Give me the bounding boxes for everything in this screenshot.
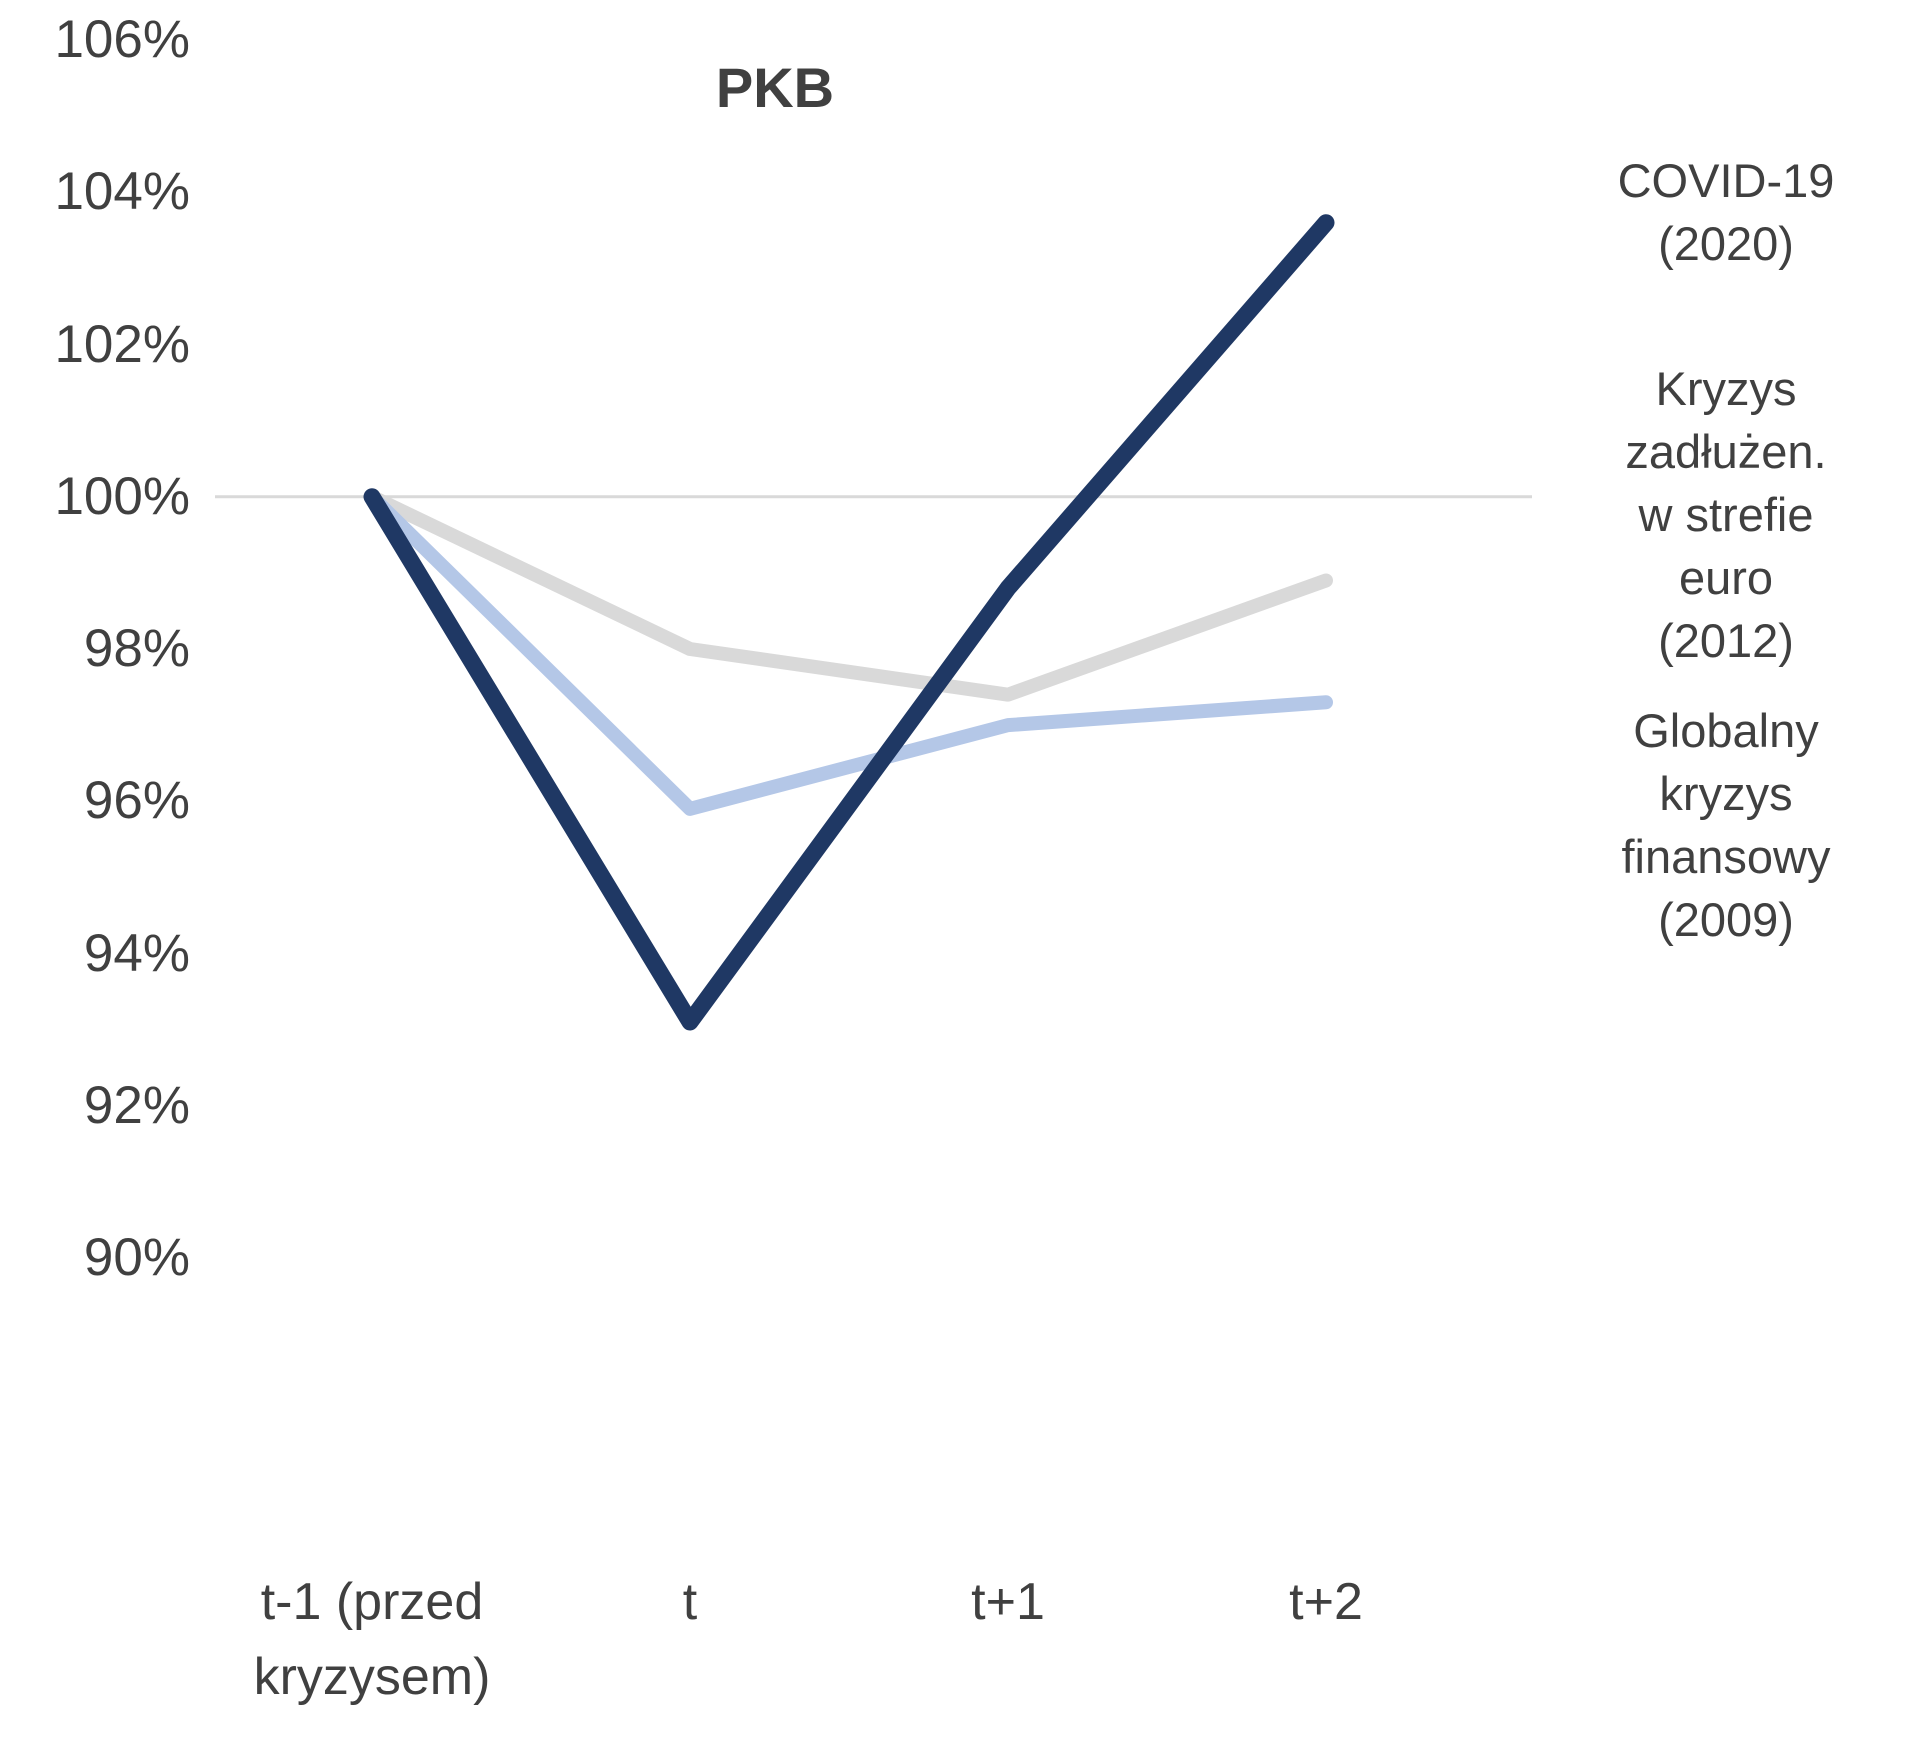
y-axis-tick-label: 102% (54, 314, 190, 374)
chart-title: PKB (715, 56, 835, 119)
y-axis-tick-label: 98% (83, 619, 190, 678)
y-axis-tick-label: 104% (54, 162, 190, 222)
x-axis-tick-label: t (682, 1573, 698, 1631)
series-end-label-2: Globalny kryzys finansowy (2009) (1621, 704, 1831, 946)
series-end-label-1: Kryzys zadłużen. w strefie euro (2012) (1625, 362, 1827, 667)
y-axis-tick-label: 94% (83, 923, 190, 983)
series-end-label-0: COVID-19 (2020) (1617, 154, 1835, 270)
series-line-0 (363, 214, 1335, 1031)
y-axis-tick-label: 90% (83, 1228, 190, 1287)
x-axis-tick-label: t+1 (971, 1573, 1045, 1631)
x-axis-tick-label: t+2 (1289, 1573, 1363, 1631)
y-axis-tick-label: 106% (54, 10, 190, 69)
series-line-2 (365, 489, 1333, 816)
y-axis-tick-label: 96% (83, 771, 190, 831)
y-axis-tick-label: 100% (54, 466, 190, 526)
series-line-1 (365, 489, 1333, 702)
x-axis-tick-label: t-1 (przed kryzysem) (253, 1573, 491, 1707)
y-axis-tick-label: 92% (83, 1075, 190, 1135)
